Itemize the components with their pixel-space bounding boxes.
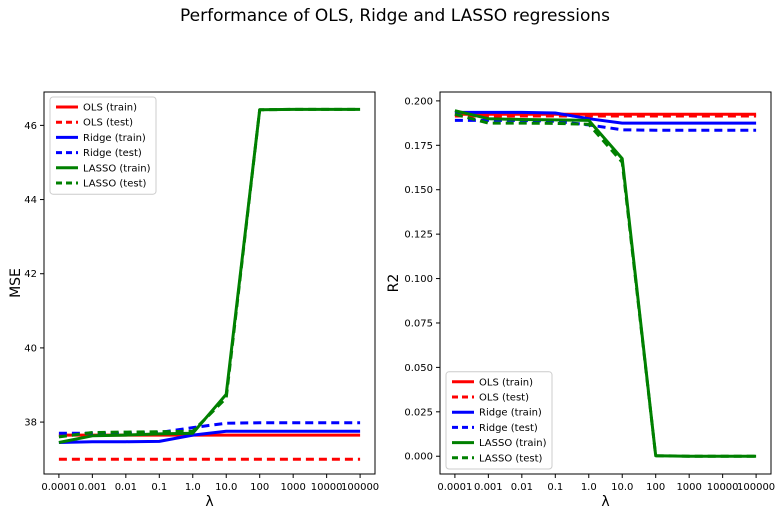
r2-y-tick-label: 0.075 bbox=[404, 318, 433, 329]
mse-x-tick-label: 100000 bbox=[341, 482, 379, 493]
r2-y-axis-label: R2 bbox=[386, 274, 402, 293]
r2-x-tick-label: 0.001 bbox=[474, 482, 503, 493]
r2-x-tick-label: 10.0 bbox=[611, 482, 633, 493]
r2-y-tick-label: 0.050 bbox=[404, 363, 433, 374]
r2-legend: OLS (train) OLS (test) Ridge (train) Ridge … bbox=[445, 371, 553, 470]
mse-axes-frame bbox=[43, 91, 376, 475]
r2-y-tick-label: 0.100 bbox=[404, 274, 433, 285]
figure-title: Performance of OLS, Ridge and LASSO regr… bbox=[180, 6, 610, 26]
r2-axes-frame bbox=[439, 91, 772, 475]
mse-x-axis-label: λ bbox=[205, 494, 213, 510]
mse-legend-label: LASSO (test) bbox=[83, 179, 146, 190]
mse-x-tick-label: 10.0 bbox=[215, 482, 237, 493]
mse-legend-label: Ridge (train) bbox=[83, 133, 146, 144]
r2-series-line-ridge-test bbox=[454, 118, 757, 132]
r2-series-line-lasso-test bbox=[454, 112, 757, 458]
r2-y-tick-label: 0.125 bbox=[404, 230, 433, 241]
mse-legend: OLS (train) OLS (test) Ridge (train) Ridge … bbox=[49, 96, 157, 195]
r2-x-tick-label: 100000 bbox=[737, 482, 775, 493]
mse-y-tick-label: 40 bbox=[24, 343, 37, 354]
r2-x-axis-label: λ bbox=[601, 494, 609, 510]
r2-legend-label: OLS (test) bbox=[479, 393, 529, 404]
mse-x-tick-label: 0.0001 bbox=[41, 482, 76, 493]
mse-legend-label: Ridge (test) bbox=[83, 148, 142, 159]
mse-x-tick-label: 0.1 bbox=[151, 482, 167, 493]
mse-legend-label: LASSO (train) bbox=[83, 163, 151, 174]
r2-legend-label: Ridge (test) bbox=[479, 423, 538, 434]
mse-x-tick-label: 0.01 bbox=[115, 482, 137, 493]
mse-y-axis-label: MSE bbox=[8, 268, 24, 298]
mse-y-tick-label: 42 bbox=[24, 269, 37, 280]
mse-legend-label: OLS (train) bbox=[83, 103, 137, 114]
r2-x-tick-label: 0.1 bbox=[547, 482, 563, 493]
mse-x-tick-label: 100 bbox=[250, 482, 269, 493]
mse-x-tick-label: 1000 bbox=[280, 482, 305, 493]
r2-y-tick-label: 0.175 bbox=[404, 141, 433, 152]
mse-x-tick-label: 10000 bbox=[311, 482, 343, 493]
r2-x-tick-label: 1000 bbox=[676, 482, 701, 493]
mse-series-line-ridge-test bbox=[58, 421, 361, 435]
r2-x-tick-label: 0.01 bbox=[511, 482, 533, 493]
r2-y-tick-label: 0.025 bbox=[404, 407, 433, 418]
r2-legend-label: Ridge (train) bbox=[479, 408, 542, 419]
mse-series-line-lasso-test bbox=[58, 107, 361, 439]
r2-x-tick-label: 0.0001 bbox=[437, 482, 472, 493]
r2-series-line-lasso-train bbox=[454, 109, 757, 458]
mse-legend-label: OLS (test) bbox=[83, 118, 133, 129]
r2-y-tick-label: 0.200 bbox=[404, 96, 433, 107]
r2-x-tick-label: 100 bbox=[646, 482, 665, 493]
r2-y-tick-label: 0.000 bbox=[404, 452, 433, 463]
mse-y-tick-label: 46 bbox=[24, 121, 37, 132]
mse-series-line-ridge-train bbox=[58, 429, 361, 444]
mse-y-tick-label: 44 bbox=[24, 195, 37, 206]
mse-y-tick-label: 38 bbox=[24, 418, 37, 429]
r2-y-tick-label: 0.150 bbox=[404, 185, 433, 196]
r2-x-tick-label: 10000 bbox=[707, 482, 739, 493]
r2-legend-label: OLS (train) bbox=[479, 377, 533, 388]
r2-series-line-ridge-train bbox=[454, 110, 757, 125]
r2-x-tick-label: 1.0 bbox=[581, 482, 597, 493]
r2-legend-label: LASSO (test) bbox=[479, 453, 542, 464]
r2-legend-label: LASSO (train) bbox=[479, 438, 547, 449]
mse-x-tick-label: 1.0 bbox=[185, 482, 201, 493]
mse-plot: 0.0001 0.001 0.01 0.1 1.0 10.0 100 1000 10000100… bbox=[8, 91, 379, 510]
mse-x-tick-label: 0.001 bbox=[78, 482, 107, 493]
r2-plot: 0.0001 0.001 0.01 0.1 1.0 10.0 100 1000 10000100… bbox=[386, 91, 775, 510]
